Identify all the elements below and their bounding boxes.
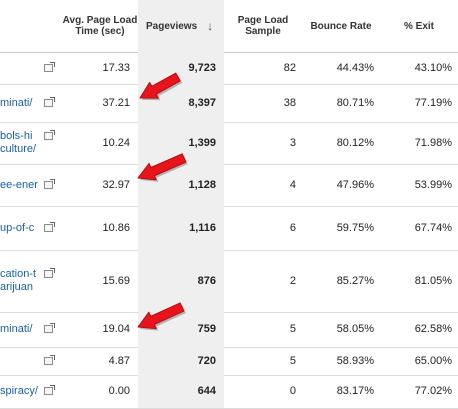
page-link-line: ee-ener [0,179,38,191]
header-bounce-rate[interactable]: Bounce Rate [310,20,372,32]
page-link-line: bols-hi [0,130,33,142]
page-load-sample-value: 5 [289,323,296,335]
header-pageviews[interactable]: Pageviews ↓ [138,0,224,52]
page-load-sample-value: 0 [289,385,296,397]
exit-value: 53.99% [414,179,452,191]
exit-value: 77.19% [414,97,452,109]
pageviews-value: 759 [197,323,216,335]
page-link[interactable]: up-of-c [0,222,42,235]
load-time-value: 17.33 [102,62,130,74]
page-load-sample-value: 6 [289,222,296,234]
header-exit[interactable]: % Exit [403,20,434,32]
table-row[interactable]: 17.33 9,723 82 44.43% 43.10% [0,52,458,85]
page-link[interactable]: minati/ [0,323,42,336]
page-link[interactable]: ee-ener [0,179,42,192]
page-link-line: culture/ [0,143,37,155]
sort-down-arrow-icon[interactable]: ↓ [207,18,214,33]
load-time-value: 4.87 [108,355,130,367]
exit-value: 81.05% [414,275,452,287]
page-link[interactable]: bols-hi culture/ [0,130,42,156]
bounce-rate-value: 80.71% [336,97,374,109]
bounce-rate-value: 85.27% [336,275,374,287]
external-link-icon[interactable] [44,179,55,189]
page-link[interactable]: spiracy/ [0,385,42,398]
external-link-icon[interactable] [44,130,55,140]
table-header: Avg. Page Load Time (sec) Pageviews ↓ Pa… [0,0,458,53]
page-load-sample-value: 2 [289,275,296,287]
page-link-line: arijuan [0,281,34,293]
exit-value: 43.10% [414,62,452,74]
external-link-icon[interactable] [44,355,55,365]
pageviews-value: 1,116 [189,222,216,234]
pageviews-value: 9,723 [188,62,216,74]
page-load-sample-value: 5 [289,355,296,367]
pageviews-value: 8,397 [188,97,216,109]
load-time-value: 32.97 [102,179,130,191]
pageviews-column-bg [138,375,224,408]
bounce-rate-value: 58.93% [336,355,374,367]
page-link[interactable]: minati/ [0,97,42,110]
exit-value: 62.58% [414,323,452,335]
page-load-sample-value: 3 [289,137,296,149]
load-time-value: 10.86 [102,222,130,234]
external-link-icon[interactable] [44,222,55,232]
pageviews-value: 1,399 [188,137,216,149]
table-row[interactable]: bols-hi culture/10.24 1,399 3 80.12% 71.98% [0,122,458,165]
page-load-sample-value: 38 [283,97,296,109]
page-link-line: spiracy/ [0,385,38,397]
external-link-icon[interactable] [44,385,55,395]
pageviews-column-bg [138,206,224,250]
page-load-sample-value: 4 [289,179,296,191]
table-row[interactable]: minati/37.21 8,397 38 80.71% 77.19% [0,84,458,123]
external-link-icon[interactable] [44,323,55,333]
bounce-rate-value: 58.05% [336,323,374,335]
pageviews-value: 720 [197,355,216,367]
page-link-line: cation-t [0,268,37,280]
load-time-value: 10.24 [102,137,130,149]
table-row[interactable]: 4.87 720 5 58.93% 65.00% [0,347,458,376]
external-link-icon[interactable] [44,97,55,107]
pageviews-column-bg [138,250,224,312]
load-time-value: 0.00 [108,385,130,397]
exit-value: 77.02% [414,385,452,397]
table-row[interactable]: minati/19.04 759 5 58.05% 62.58% [0,312,458,348]
page-link[interactable]: cation-t arijuan [0,268,42,294]
external-link-icon[interactable] [44,268,55,278]
bounce-rate-value: 44.43% [336,62,374,74]
bounce-rate-value: 47.96% [336,179,374,191]
load-time-value: 19.04 [102,323,130,335]
page-link-line: minati/ [0,323,33,335]
load-time-value: 37.21 [102,97,130,109]
external-link-icon[interactable] [44,62,55,72]
bounce-rate-value: 83.17% [336,385,374,397]
load-time-value: 15.69 [102,275,130,287]
exit-value: 71.98% [414,137,452,149]
table-row[interactable]: ee-ener 32.97 1,128 4 47.96% 53.99% [0,164,458,207]
header-load-time[interactable]: Avg. Page Load Time (sec) [62,15,138,37]
page-link-line: up-of-c [0,222,35,234]
header-page-load-sample[interactable]: Page Load Sample [237,15,289,37]
table-row[interactable]: up-of-c 10.86 1,116 6 59.75% 67.74% [0,206,458,251]
pageviews-value: 876 [197,275,216,287]
page-load-sample-value: 82 [283,62,296,74]
table-row[interactable]: spiracy/0.00 644 0 83.17% 77.02% [0,375,458,409]
pageviews-value: 644 [197,385,216,397]
pageviews-column-bg [138,347,224,375]
page-link-line: minati/ [0,97,33,109]
exit-value: 65.00% [414,355,452,367]
table-row[interactable]: cation-t arijuan 15.69 876 2 85.27% 81.05% [0,250,458,313]
exit-value: 67.74% [414,222,452,234]
pageviews-value: 1,128 [188,179,216,191]
bounce-rate-value: 80.12% [336,137,374,149]
bounce-rate-value: 59.75% [336,222,374,234]
